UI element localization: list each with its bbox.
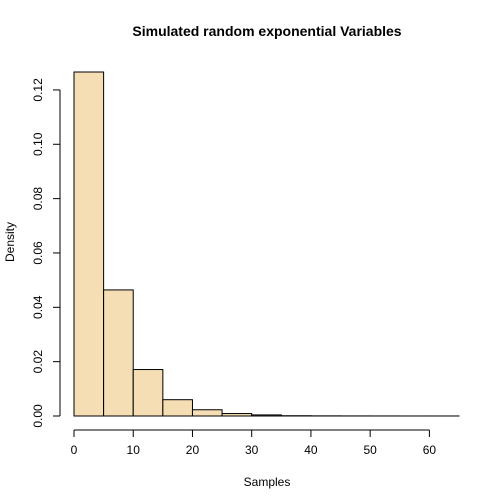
y-axis: 0.00 0.02 0.04 0.06 0.08 0.10 0.12 [31,78,61,428]
histogram-bar [73,71,105,417]
histogram-bar [103,289,134,417]
histogram-bar [162,399,193,417]
x-axis: 0 10 20 30 40 50 60 [71,429,437,457]
y-tick-label: 0.06 [31,241,45,265]
histogram-bar [191,409,223,417]
y-tick-label: 0.08 [31,187,45,211]
y-tick-label: 0.12 [31,78,45,102]
histogram-bar [132,369,164,417]
x-axis-label: Samples [244,475,291,489]
x-tick-label: 50 [363,443,377,457]
y-tick-label: 0.02 [31,350,45,374]
histogram-bar [251,414,282,417]
bars-group [73,71,460,417]
x-tick-label: 30 [245,443,259,457]
y-tick-label: 0.00 [31,404,45,428]
y-tick-label: 0.10 [31,132,45,156]
y-tick-label: 0.04 [31,295,45,319]
chart-title: Simulated random exponential Variables [132,23,401,39]
y-axis-label: Density [3,222,17,262]
x-tick-label: 60 [423,443,437,457]
histogram-bar [221,413,253,417]
x-tick-label: 20 [186,443,200,457]
x-tick-label: 0 [71,443,78,457]
x-tick-label: 40 [304,443,318,457]
x-tick-label: 10 [127,443,141,457]
